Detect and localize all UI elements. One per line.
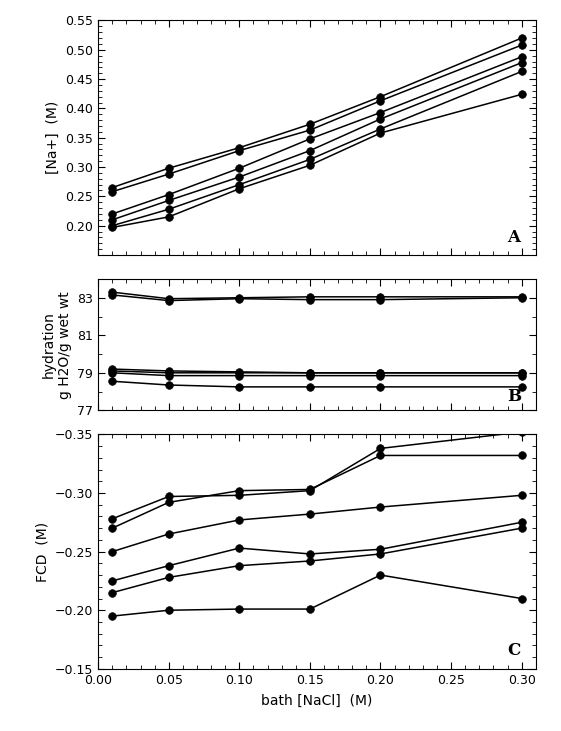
Y-axis label: [Na+]  (M): [Na+] (M)	[46, 101, 60, 175]
Text: C: C	[507, 643, 521, 659]
Y-axis label: hydration
g H2O/g wet wt: hydration g H2O/g wet wt	[42, 291, 72, 398]
Text: B: B	[507, 388, 521, 405]
X-axis label: bath [NaCl]  (M): bath [NaCl] (M)	[261, 694, 373, 708]
Y-axis label: FCD  (M): FCD (M)	[35, 521, 49, 582]
Text: A: A	[507, 229, 520, 246]
